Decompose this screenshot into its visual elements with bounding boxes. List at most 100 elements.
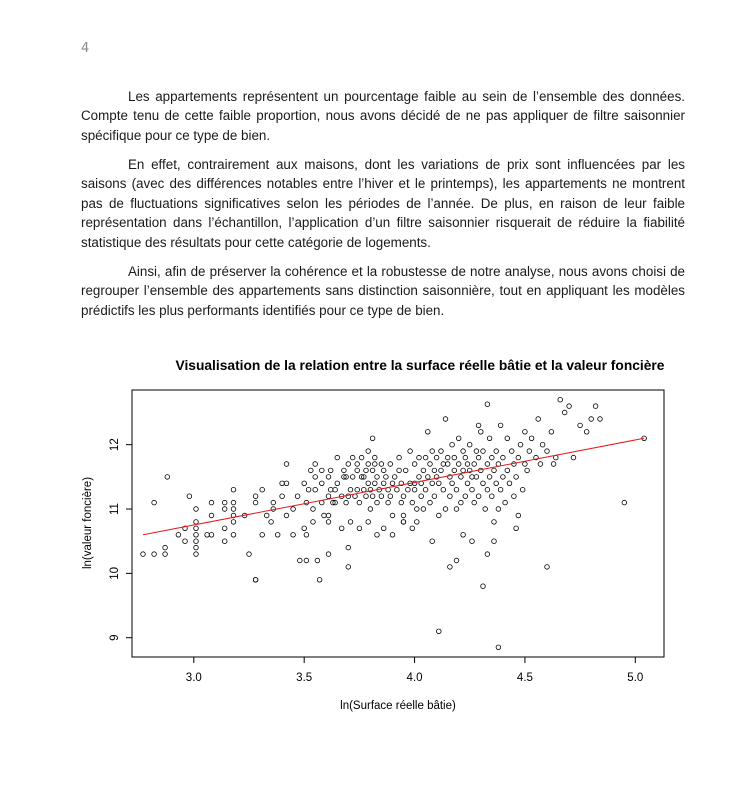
data-point [290,506,296,512]
data-point [221,525,228,531]
data-point [193,538,199,544]
paragraph-2: En effet, contrairement aux maisons, don… [81,157,685,250]
data-point [453,486,460,493]
data-point [325,493,332,499]
data-point [343,474,349,480]
data-point [409,499,415,506]
data-point [365,519,371,525]
data-point [469,538,475,544]
data-point [350,454,356,461]
data-point [522,429,528,435]
data-point [365,461,371,467]
data-point [230,499,237,506]
data-point [389,512,396,519]
data-point [372,461,378,467]
data-point [436,628,442,634]
data-point [193,525,199,531]
data-point [467,441,473,448]
data-point [345,544,351,551]
data-point [414,519,420,525]
data-point [182,538,188,544]
data-point [290,532,296,538]
regression-line [142,437,645,536]
data-point [369,493,376,499]
data-point [230,532,237,538]
data-point [449,441,455,448]
data-point [442,416,449,422]
data-point [259,486,265,493]
data-point [491,467,497,474]
data-point [325,519,332,525]
data-point [416,454,422,461]
data-point [356,499,363,506]
data-point [396,467,402,474]
data-point [447,474,453,480]
data-point [495,644,502,650]
data-point [535,416,541,422]
data-point [456,461,462,467]
data-point [334,480,340,486]
data-point [325,512,332,519]
data-point [447,564,453,570]
data-point [193,532,199,538]
data-point [420,506,427,512]
data-point [381,467,387,474]
scatter-chart: Visualisation de la relation entre la su… [82,358,665,712]
data-point [471,499,477,506]
data-point [252,577,259,583]
data-point [389,532,396,538]
data-point [570,454,577,461]
data-point [327,486,334,493]
data-point [458,499,464,506]
data-point [151,499,157,506]
data-point [193,544,199,551]
data-point [440,461,446,467]
data-point [422,454,429,461]
data-point [301,480,307,486]
data-point [433,454,440,461]
data-point [230,486,237,493]
data-point [363,493,369,499]
data-point [451,467,457,474]
data-point [303,532,310,538]
data-point [449,480,455,486]
data-point [385,499,391,506]
data-point [491,519,497,525]
data-point [347,486,354,493]
data-point [303,557,310,564]
data-point [486,435,493,441]
data-point [162,544,168,551]
data-point [526,448,532,454]
data-point [495,506,502,512]
data-point [458,474,464,480]
data-point [480,480,486,486]
data-point [358,454,365,461]
data-point [389,480,396,486]
data-point [515,454,521,461]
y-axis: 9 10 11 12 [109,438,132,641]
data-point [513,474,519,480]
data-point [411,486,418,493]
data-point [517,441,524,448]
data-point [403,467,409,474]
data-point [374,532,380,538]
data-point [369,435,376,441]
data-point [491,538,497,544]
data-point [361,474,367,480]
data-point [478,429,484,435]
data-point [500,474,506,480]
data-point [343,499,349,506]
data-point [372,480,378,486]
y-tick-label: 10 [109,567,121,580]
data-point [365,480,371,486]
data-point [473,474,480,480]
data-point [456,435,462,441]
data-point [208,532,215,538]
data-point [429,448,435,454]
x-axis: 3.0 3.5 4.0 4.5 5.0 [186,657,643,684]
y-tick-label: 12 [109,438,121,451]
data-point [354,461,360,467]
data-point [504,467,510,474]
data-point [400,519,407,525]
data-point [259,532,265,538]
